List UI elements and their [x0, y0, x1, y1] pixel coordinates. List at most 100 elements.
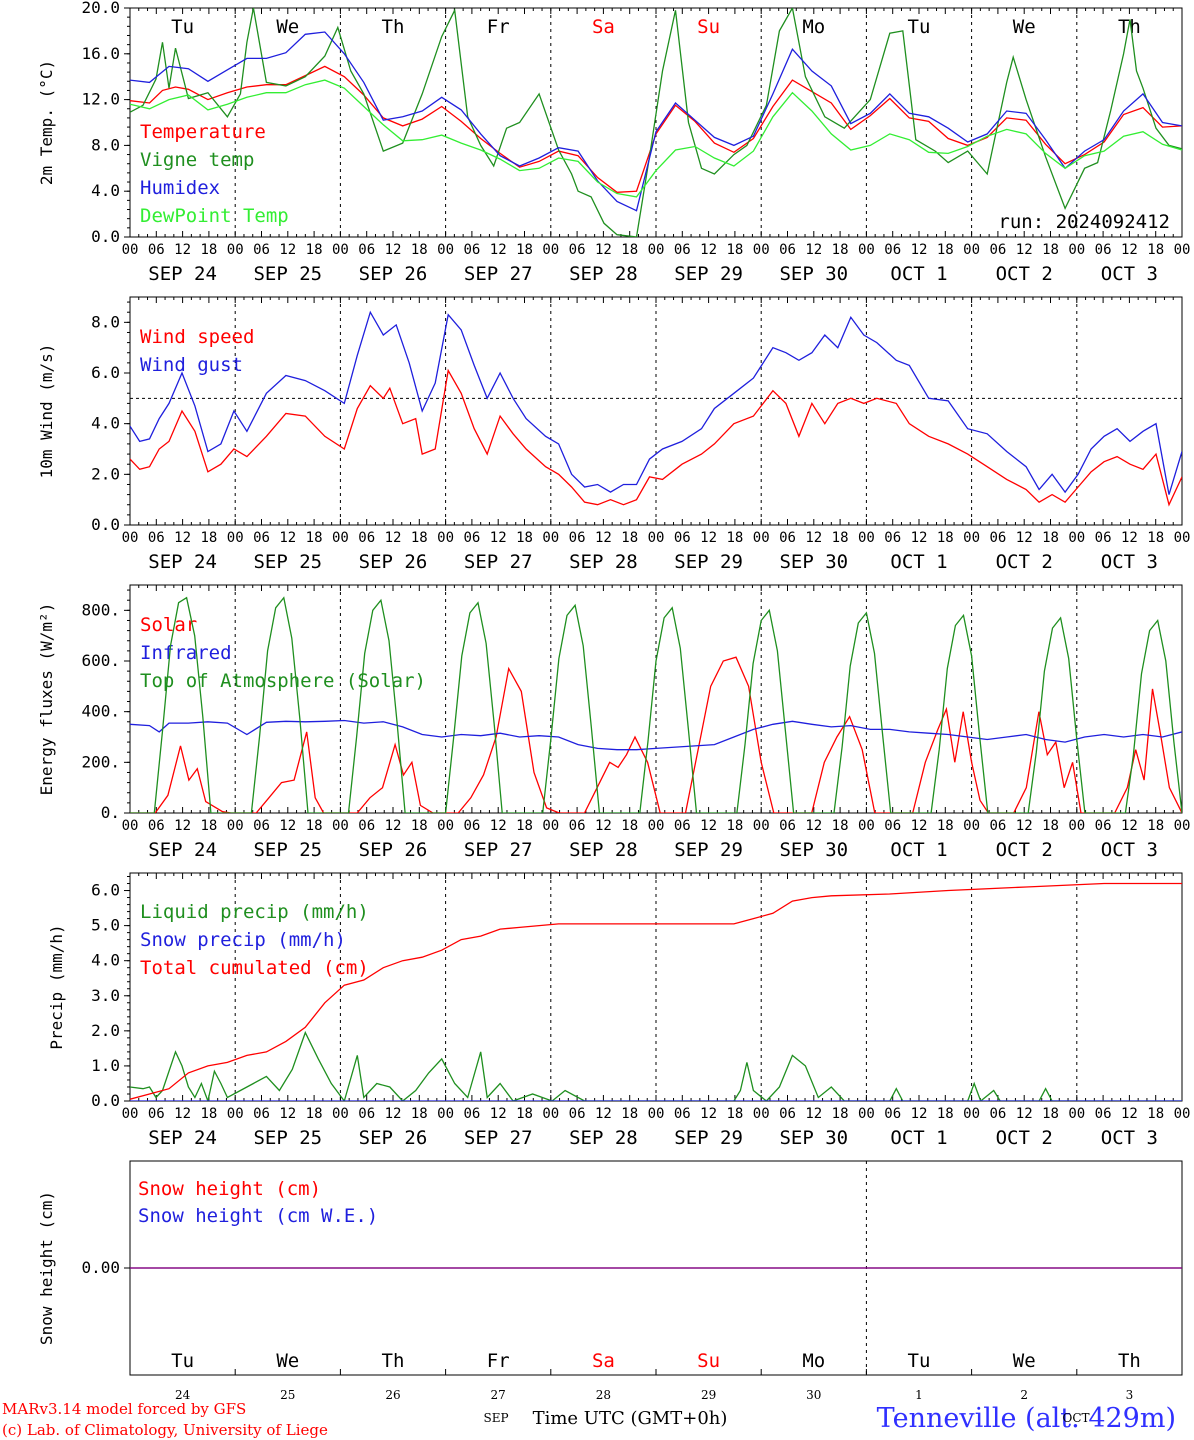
x-tick-label: 18: [1147, 1106, 1164, 1122]
weekday-label: Th: [382, 1350, 405, 1372]
series-line-total-cumulated-cm: [130, 882, 1182, 1100]
x-tick-label: 12: [700, 818, 717, 834]
x-tick-label: 00: [1174, 530, 1191, 546]
x-tick-label: 12: [911, 530, 928, 546]
x-tick-label: 06: [989, 1106, 1006, 1122]
x-tick-label: 06: [1095, 242, 1112, 258]
y-tick-label: 1.0: [91, 1056, 120, 1075]
x-tick-label: 00: [542, 1106, 559, 1122]
x-tick-label: 18: [832, 1106, 849, 1122]
weekday-label: We: [276, 16, 299, 38]
series-line-humidex: [130, 31, 1182, 212]
panel-2: 00 06 12 18 00 06 12 18 00 06 12 18 00 06 12 18 00 06 12 18…: [37, 296, 1191, 573]
weekday-label: Th: [1118, 16, 1141, 38]
x-tick-label: 18: [832, 818, 849, 834]
month-label-sep: SEP: [483, 1411, 508, 1425]
x-tick-label: 12: [700, 530, 717, 546]
x-tick-label: 18: [306, 242, 323, 258]
x-tick-label: 00: [437, 242, 454, 258]
date-label: SEP 24: [148, 839, 217, 861]
x-tick-label: 00: [753, 1106, 770, 1122]
x-tick-label: 18: [1147, 818, 1164, 834]
x-tick-label: 18: [621, 530, 638, 546]
copyright-credit: (c) Lab. of Climatology, University of L…: [2, 1421, 328, 1439]
x-tick-label: 12: [911, 242, 928, 258]
series-line-temperature: [130, 65, 1182, 193]
legend-entry: Wind speed: [140, 326, 254, 348]
panel-3: 00 06 12 18 00 06 12 18 00 06 12 18 00 06 12 18 00 06 12 18…: [37, 584, 1190, 861]
x-tick-label: 06: [358, 1106, 375, 1122]
day-number-label: 30: [806, 1388, 821, 1402]
x-tick-label: 00: [122, 1106, 139, 1122]
date-label: OCT 3: [1101, 263, 1158, 285]
x-tick-label: 18: [621, 818, 638, 834]
station-title: Tenneville (alt. 429m): [877, 1403, 1176, 1434]
x-tick-label: 06: [674, 530, 691, 546]
date-label: SEP 29: [674, 839, 743, 861]
day-number-label: 25: [280, 1388, 295, 1402]
x-tick-label: 12: [805, 1106, 822, 1122]
x-tick-label: 18: [200, 530, 217, 546]
date-label: SEP 27: [464, 263, 533, 285]
weekday-label: Th: [382, 16, 405, 38]
x-tick-label: 06: [674, 1106, 691, 1122]
y-tick-label: 0.0: [91, 1091, 120, 1110]
weekday-label: Su: [697, 16, 720, 38]
y-tick-label: 800.: [81, 600, 120, 619]
weekday-label: Tu: [171, 16, 194, 38]
weekday-label: Fr: [487, 1350, 510, 1372]
x-tick-label: 18: [516, 530, 533, 546]
y-tick-label: 3.0: [91, 986, 120, 1005]
x-tick-label: 12: [279, 818, 296, 834]
x-tick-label: 18: [1147, 242, 1164, 258]
x-tick-label: 06: [253, 1106, 270, 1122]
x-tick-label: 18: [937, 1106, 954, 1122]
y-tick-label: 4.0: [91, 181, 120, 200]
x-tick-label: 18: [1042, 530, 1059, 546]
x-tick-label: 06: [1095, 1106, 1112, 1122]
x-tick-label: 00: [332, 818, 349, 834]
date-label: OCT 3: [1101, 1127, 1158, 1149]
x-tick-label: 18: [306, 1106, 323, 1122]
date-label: OCT 2: [996, 551, 1053, 573]
x-tick-label: 00: [1068, 1106, 1085, 1122]
y-tick-label: 4.0: [91, 951, 120, 970]
x-tick-label: 00: [332, 1106, 349, 1122]
x-tick-label: 18: [411, 242, 428, 258]
x-tick-label: 06: [779, 818, 796, 834]
x-tick-label: 06: [1095, 818, 1112, 834]
y-tick-label: 16.0: [81, 44, 120, 63]
x-tick-label: 06: [989, 242, 1006, 258]
y-tick-label: 12.0: [81, 90, 120, 109]
x-tick-label: 00: [542, 530, 559, 546]
date-label: SEP 28: [569, 1127, 638, 1149]
x-tick-label: 18: [832, 530, 849, 546]
x-tick-label: 12: [490, 242, 507, 258]
x-tick-label: 00: [1068, 818, 1085, 834]
x-tick-label: 12: [1121, 818, 1138, 834]
x-tick-label: 00: [332, 530, 349, 546]
x-tick-label: 00: [122, 242, 139, 258]
date-label: SEP 26: [359, 263, 428, 285]
x-tick-label: 06: [463, 818, 480, 834]
x-tick-label: 00: [648, 1106, 665, 1122]
y-tick-label: 0.0: [91, 515, 120, 534]
x-tick-label: 18: [1147, 530, 1164, 546]
date-label: SEP 30: [779, 839, 848, 861]
x-tick-label: 06: [358, 818, 375, 834]
model-credit: MARv3.14 model forced by GFS: [2, 1400, 246, 1418]
x-tick-label: 06: [253, 242, 270, 258]
date-label: OCT 3: [1101, 551, 1158, 573]
date-label: SEP 24: [148, 1127, 217, 1149]
x-tick-label: 12: [279, 242, 296, 258]
x-tick-label: 00: [332, 242, 349, 258]
y-tick-label: 6.0: [91, 881, 120, 900]
date-label: SEP 27: [464, 839, 533, 861]
day-number-label: 24: [175, 1388, 191, 1402]
x-tick-label: 06: [148, 242, 165, 258]
x-tick-label: 12: [490, 818, 507, 834]
x-tick-label: 12: [490, 530, 507, 546]
x-tick-label: 12: [385, 1106, 402, 1122]
x-tick-label: 18: [411, 1106, 428, 1122]
